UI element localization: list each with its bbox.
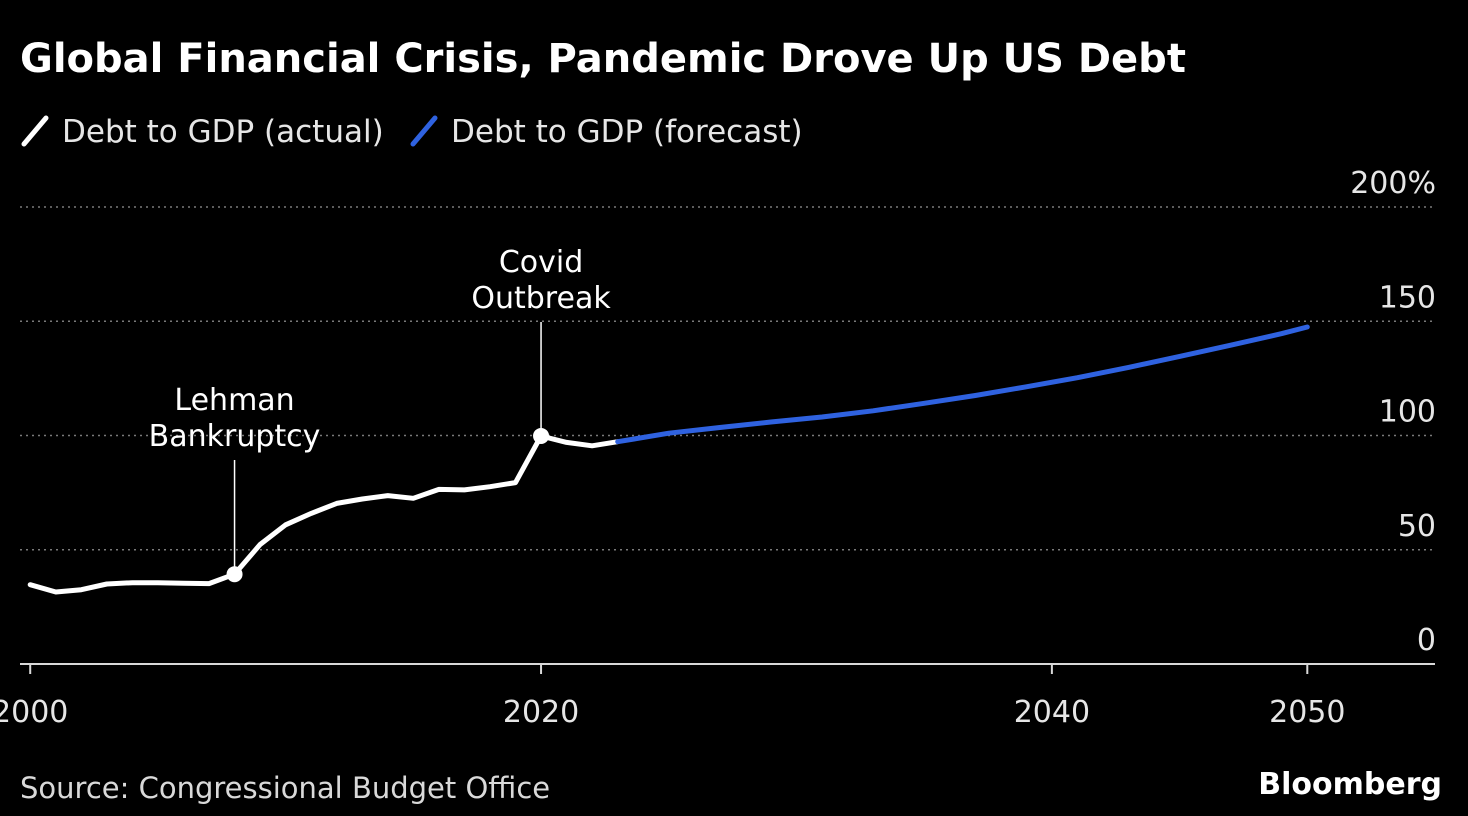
bloomberg-logo: Bloomberg <box>1258 767 1442 802</box>
y-axis-ticks: 0 50 100 150 200% <box>1350 166 1436 658</box>
y-tick-label-100: 100 <box>1379 395 1436 430</box>
annotation-label-0-1: Bankruptcy <box>149 419 321 454</box>
x-tick-label-2050: 2050 <box>1269 695 1345 730</box>
annotation-label-1-0: Covid <box>499 245 583 280</box>
series-line-actual <box>27 433 621 595</box>
legend-item-forecast: Debt to GDP (forecast) <box>410 114 803 150</box>
series-line-forecast <box>615 324 1310 445</box>
legend-label-forecast: Debt to GDP (forecast) <box>451 114 803 150</box>
y-tick-label-50: 50 <box>1398 509 1436 544</box>
source-note: Source: Congressional Budget Office <box>20 771 550 805</box>
y-tick-label-0: 0 <box>1417 623 1436 658</box>
series <box>27 324 1310 595</box>
annotation-label-0-0: Lehman <box>174 383 294 418</box>
x-tick-label-2000: 2000 <box>0 695 68 730</box>
legend-swatch-forecast <box>410 115 438 147</box>
annotation-marker-0 <box>226 566 243 583</box>
legend: Debt to GDP (actual) Debt to GDP (foreca… <box>21 114 803 150</box>
legend-swatch-actual <box>21 115 49 147</box>
y-tick-label-150: 150 <box>1379 280 1436 315</box>
x-tick-label-2020: 2020 <box>503 695 579 730</box>
gridlines <box>20 206 1435 551</box>
x-tick-label-2040: 2040 <box>1014 695 1090 730</box>
chart-title: Global Financial Crisis, Pandemic Drove … <box>20 36 1186 82</box>
annotation-marker-1 <box>533 427 550 444</box>
legend-label-actual: Debt to GDP (actual) <box>62 114 384 150</box>
legend-item-actual: Debt to GDP (actual) <box>21 114 384 150</box>
x-axis: 2000 2020 2040 2050 <box>0 663 1435 730</box>
annotation-label-1-1: Outbreak <box>471 281 611 316</box>
y-tick-label-200: 200% <box>1350 166 1436 201</box>
